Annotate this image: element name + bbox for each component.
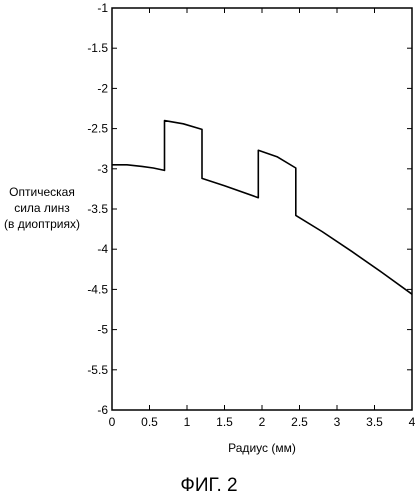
y-tick-label: -6 [97, 403, 108, 417]
x-tick-label: 3.5 [366, 415, 383, 429]
x-tick-label: 2 [259, 415, 266, 429]
y-tick-label: -3 [97, 162, 108, 176]
y-tick-label: -4.5 [87, 282, 108, 296]
y-tick-label: -4 [97, 242, 108, 256]
x-axis-ticks: 0 0.5 1 1.5 2 2.5 3 3.5 4 [109, 8, 416, 429]
y-axis-ticks: -1 -1.5 -2 -2.5 -3 -3.5 -4 -4.5 -5 -5.5 -6 [87, 1, 412, 417]
x-tick-label: 0.5 [141, 415, 158, 429]
y-axis-title-line-3: (в диоптриях) [4, 217, 80, 231]
y-tick-label: -5.5 [87, 363, 108, 377]
plot-area-frame [112, 8, 412, 410]
x-axis-title: Радиус (мм) [228, 441, 296, 455]
y-tick-label: -5 [97, 323, 108, 337]
y-tick-label: -2.5 [87, 122, 108, 136]
x-tick-label: 3 [334, 415, 341, 429]
y-tick-label: -2 [97, 81, 108, 95]
x-tick-label: 1 [184, 415, 191, 429]
series-line-optical-power [112, 121, 412, 295]
y-axis-title-line-1: Оптическая [9, 185, 75, 199]
figure-caption: ФИГ. 2 [180, 475, 237, 496]
y-tick-label: -1 [97, 1, 108, 15]
x-tick-label: 4 [409, 415, 416, 429]
y-tick-label: -3.5 [87, 202, 108, 216]
y-tick-label: -1.5 [87, 41, 108, 55]
x-tick-label: 1.5 [216, 415, 233, 429]
x-tick-label: 0 [109, 415, 116, 429]
x-tick-label: 2.5 [291, 415, 308, 429]
y-axis-title-line-2: сила линз [14, 201, 70, 215]
